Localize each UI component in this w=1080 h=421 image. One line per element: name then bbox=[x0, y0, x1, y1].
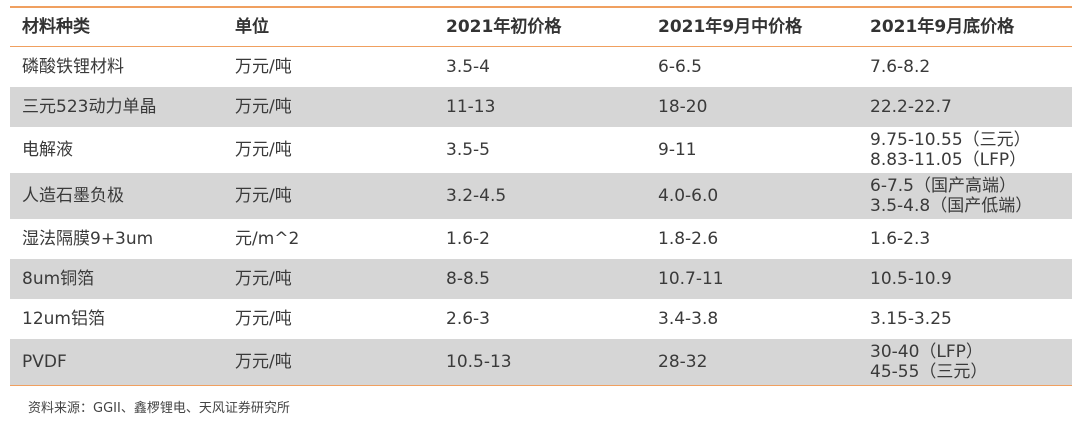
price-table: 材料种类 单位 2021年初价格 2021年9月中价格 2021年9月底价格 磷… bbox=[10, 0, 1072, 386]
header-divider bbox=[10, 46, 1072, 47]
cell-material: 8um铜箔 bbox=[22, 269, 95, 289]
cell-material: 12um铝箔 bbox=[22, 309, 105, 329]
cell-price-mid-sep: 1.8-2.6 bbox=[658, 229, 719, 249]
cell-unit: 万元/吨 bbox=[235, 352, 292, 372]
cell-price-early-2021: 2.6-3 bbox=[446, 309, 490, 329]
table-row: 12um铝箔 万元/吨 2.6-3 3.4-3.8 3.15-3.25 bbox=[10, 299, 1072, 339]
cell-price-end-sep: 7.6-8.2 bbox=[858, 57, 1072, 77]
cell-price-early-2021: 1.6-2 bbox=[446, 229, 490, 249]
price-line: 3.5-4.8（国产低端） bbox=[870, 196, 1033, 216]
cell-price-mid-sep: 18-20 bbox=[658, 97, 708, 117]
price-line: 1.6-2.3 bbox=[870, 229, 931, 249]
price-line: 8.83-11.05（LFP） bbox=[870, 150, 1027, 170]
cell-price-early-2021: 8-8.5 bbox=[446, 269, 490, 289]
cell-price-mid-sep: 10.7-11 bbox=[658, 269, 724, 289]
cell-unit: 万元/吨 bbox=[235, 97, 292, 117]
price-line: 30-40（LFP） bbox=[870, 342, 983, 362]
header-unit: 单位 bbox=[235, 17, 269, 37]
cell-material: 磷酸铁锂材料 bbox=[22, 57, 124, 77]
cell-price-end-sep: 30-40（LFP） 45-55（三元） bbox=[858, 342, 1072, 382]
table-top-rule bbox=[10, 6, 1072, 8]
cell-price-mid-sep: 3.4-3.8 bbox=[658, 309, 719, 329]
header-material: 材料种类 bbox=[22, 17, 90, 37]
cell-unit: 万元/吨 bbox=[235, 140, 292, 160]
price-line: 6-7.5（国产高端） bbox=[870, 176, 1016, 196]
header-end-sep: 2021年9月底价格 bbox=[870, 17, 1015, 37]
table-header-row: 材料种类 单位 2021年初价格 2021年9月中价格 2021年9月底价格 bbox=[10, 8, 1072, 46]
table-row: 湿法隔膜9+3um 元/m^2 1.6-2 1.8-2.6 1.6-2.3 bbox=[10, 219, 1072, 259]
header-early-2021: 2021年初价格 bbox=[446, 17, 562, 37]
cell-material: 三元523动力单晶 bbox=[22, 97, 157, 117]
cell-unit: 万元/吨 bbox=[235, 309, 292, 329]
table-row: PVDF 万元/吨 10.5-13 28-32 30-40（LFP） 45-55（三元） bbox=[10, 339, 1072, 385]
cell-material: 人造石墨负极 bbox=[22, 186, 124, 206]
cell-price-end-sep: 9.75-10.55（三元） 8.83-11.05（LFP） bbox=[858, 130, 1072, 170]
price-line: 3.15-3.25 bbox=[870, 309, 952, 329]
cell-price-early-2021: 3.2-4.5 bbox=[446, 186, 507, 206]
cell-price-early-2021: 11-13 bbox=[446, 97, 496, 117]
table-row: 磷酸铁锂材料 万元/吨 3.5-4 6-6.5 7.6-8.2 bbox=[10, 47, 1072, 87]
price-line: 45-55（三元） bbox=[870, 362, 988, 382]
table-row: 8um铜箔 万元/吨 8-8.5 10.7-11 10.5-10.9 bbox=[10, 259, 1072, 299]
cell-price-end-sep: 10.5-10.9 bbox=[858, 269, 1072, 289]
cell-unit: 元/m^2 bbox=[235, 229, 300, 249]
price-line: 7.6-8.2 bbox=[870, 57, 931, 77]
price-line: 22.2-22.7 bbox=[870, 97, 952, 117]
cell-unit: 万元/吨 bbox=[235, 57, 292, 77]
cell-price-end-sep: 6-7.5（国产高端） 3.5-4.8（国产低端） bbox=[858, 176, 1072, 216]
cell-price-early-2021: 3.5-4 bbox=[446, 57, 490, 77]
cell-price-mid-sep: 9-11 bbox=[658, 140, 697, 160]
cell-material: PVDF bbox=[22, 352, 67, 372]
cell-price-mid-sep: 6-6.5 bbox=[658, 57, 702, 77]
cell-material: 电解液 bbox=[22, 140, 73, 160]
cell-price-end-sep: 3.15-3.25 bbox=[858, 309, 1072, 329]
cell-price-end-sep: 1.6-2.3 bbox=[858, 229, 1072, 249]
cell-material: 湿法隔膜9+3um bbox=[22, 229, 154, 249]
table-row: 电解液 万元/吨 3.5-5 9-11 9.75-10.55（三元） 8.83-11.05… bbox=[10, 127, 1072, 173]
table-body: 磷酸铁锂材料 万元/吨 3.5-4 6-6.5 7.6-8.2 三元523动力单晶 万元/吨… bbox=[10, 47, 1072, 385]
cell-price-early-2021: 3.5-5 bbox=[446, 140, 490, 160]
cell-price-end-sep: 22.2-22.7 bbox=[858, 97, 1072, 117]
cell-price-mid-sep: 4.0-6.0 bbox=[658, 186, 719, 206]
cell-price-early-2021: 10.5-13 bbox=[446, 352, 512, 372]
cell-unit: 万元/吨 bbox=[235, 186, 292, 206]
price-line: 9.75-10.55（三元） bbox=[870, 130, 1031, 150]
cell-unit: 万元/吨 bbox=[235, 269, 292, 289]
table-row: 三元523动力单晶 万元/吨 11-13 18-20 22.2-22.7 bbox=[10, 87, 1072, 127]
price-line: 10.5-10.9 bbox=[870, 269, 952, 289]
table-row: 人造石墨负极 万元/吨 3.2-4.5 4.0-6.0 6-7.5（国产高端） 3.5-4… bbox=[10, 173, 1072, 219]
cell-price-mid-sep: 28-32 bbox=[658, 352, 708, 372]
header-mid-sep: 2021年9月中价格 bbox=[658, 17, 803, 37]
source-note: 资料来源：GGII、鑫椤锂电、天风证券研究所 bbox=[28, 401, 290, 416]
table-bottom-rule bbox=[10, 385, 1072, 386]
